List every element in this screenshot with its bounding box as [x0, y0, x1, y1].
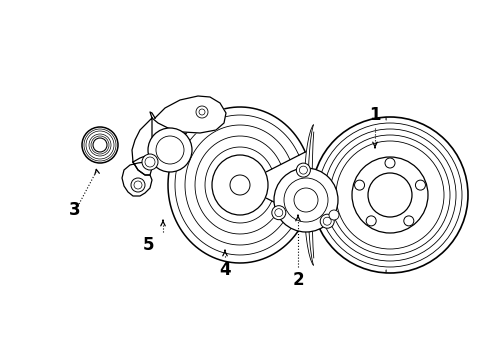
- Circle shape: [93, 138, 107, 152]
- Circle shape: [296, 163, 310, 177]
- Polygon shape: [168, 107, 305, 263]
- Circle shape: [352, 157, 428, 233]
- Polygon shape: [150, 96, 226, 133]
- Ellipse shape: [212, 155, 268, 215]
- Text: 2: 2: [292, 271, 304, 289]
- Circle shape: [148, 128, 192, 172]
- Polygon shape: [168, 107, 305, 263]
- Circle shape: [142, 154, 158, 170]
- Text: 3: 3: [69, 201, 81, 219]
- Circle shape: [329, 210, 339, 220]
- Circle shape: [131, 178, 145, 192]
- Text: 5: 5: [142, 236, 154, 254]
- Circle shape: [272, 206, 286, 220]
- Circle shape: [230, 175, 250, 195]
- Polygon shape: [132, 118, 152, 175]
- Text: 1: 1: [369, 106, 381, 124]
- Polygon shape: [168, 107, 305, 263]
- Circle shape: [320, 214, 334, 228]
- Circle shape: [368, 173, 412, 217]
- Circle shape: [312, 117, 468, 273]
- Circle shape: [82, 127, 118, 163]
- Circle shape: [274, 168, 338, 232]
- Polygon shape: [122, 155, 152, 196]
- Circle shape: [196, 106, 208, 118]
- Polygon shape: [168, 107, 305, 263]
- Text: 4: 4: [219, 261, 231, 279]
- Polygon shape: [212, 155, 268, 215]
